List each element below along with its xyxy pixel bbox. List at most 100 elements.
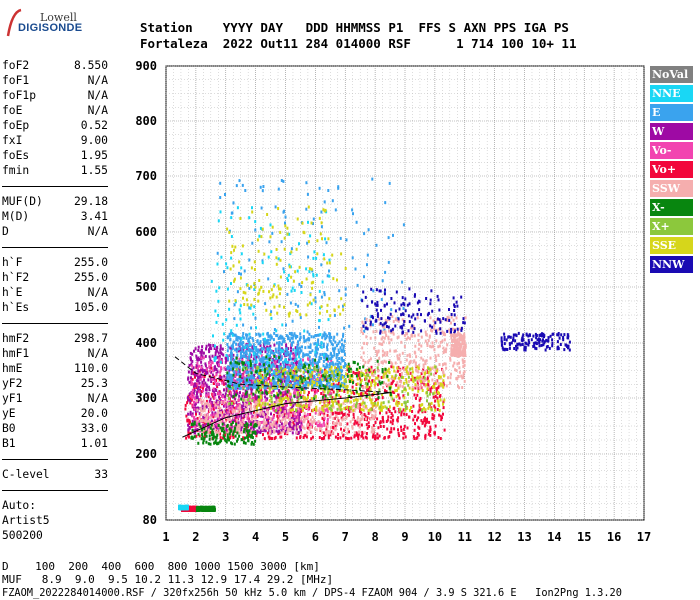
trace-point: [190, 362, 193, 366]
trace-point: [269, 422, 272, 426]
trace-point: [334, 366, 337, 370]
trace-point: [343, 389, 346, 393]
trace-point: [238, 434, 241, 438]
trace-point: [203, 378, 205, 382]
trace-point: [287, 378, 290, 382]
trace-point: [351, 418, 354, 421]
trace-point: [338, 393, 340, 397]
trace-point: [297, 342, 300, 346]
trace-point: [228, 332, 231, 336]
trace-point: [409, 359, 412, 363]
trace-point: [246, 384, 249, 388]
trace-point: [318, 377, 321, 380]
trace-point: [314, 346, 317, 350]
trace-point: [294, 349, 297, 353]
trace-point: [437, 327, 440, 331]
trace-point: [323, 200, 326, 204]
trace-point: [281, 336, 284, 340]
trace-point: [197, 369, 200, 373]
trace-point: [320, 295, 323, 299]
trace-point: [240, 397, 243, 401]
trace-point: [382, 375, 385, 379]
trace-point: [203, 413, 206, 417]
trace-point: [320, 210, 323, 214]
trace-point: [374, 421, 377, 424]
trace-point: [397, 393, 400, 397]
trace-point: [319, 232, 322, 236]
trace-point: [225, 389, 228, 393]
trace-point: [381, 396, 384, 400]
trace-point: [398, 368, 401, 372]
trace-point: [309, 343, 312, 347]
trace-point: [260, 376, 263, 380]
trace-point: [309, 413, 312, 416]
trace-point: [233, 277, 236, 281]
trace-point: [201, 434, 204, 438]
trace-point: [311, 435, 314, 439]
trace-point: [327, 433, 330, 437]
trace-point: [419, 404, 422, 407]
trace-point: [347, 408, 350, 412]
trace-point: [240, 337, 243, 341]
trace-point: [190, 391, 193, 395]
trace-point: [246, 425, 249, 429]
trace-point: [383, 351, 386, 355]
trace-point: [205, 367, 208, 371]
param-value: 20.0: [80, 407, 108, 420]
trace-point: [219, 344, 222, 348]
trace-point: [370, 430, 373, 434]
trace-point: [278, 356, 281, 360]
trace-point: [279, 435, 282, 439]
trace-point: [342, 434, 345, 438]
trace-point: [202, 399, 205, 403]
trace-point: [405, 337, 408, 341]
trace-point: [289, 420, 292, 424]
trace-point: [277, 381, 280, 385]
param-label: M(D): [2, 210, 30, 223]
trace-point: [206, 385, 209, 389]
trace-point: [295, 384, 298, 388]
trace-point: [343, 339, 346, 343]
trace-point: [463, 363, 466, 367]
trace-point: [351, 405, 354, 408]
trace-point: [276, 398, 279, 402]
trace-point: [376, 359, 379, 363]
trace-point: [413, 334, 416, 338]
trace-point: [262, 428, 265, 432]
trace-point: [348, 394, 351, 398]
trace-point: [438, 391, 440, 395]
trace-point: [394, 349, 397, 353]
trace-point: [326, 334, 328, 338]
trace-point: [386, 427, 389, 431]
trace-point: [409, 408, 411, 412]
trace-point: [339, 406, 342, 410]
trace-point: [388, 359, 391, 362]
trace-point: [266, 345, 269, 349]
trace-point: [414, 386, 417, 390]
trace-point: [218, 358, 221, 362]
trace-point: [362, 351, 365, 355]
trace-point: [245, 370, 248, 374]
trace-point: [258, 288, 261, 292]
trace-point: [419, 386, 422, 390]
trace-point: [280, 240, 283, 244]
trace-point: [269, 338, 272, 342]
trace-point: [434, 382, 437, 386]
trace-point: [336, 344, 338, 348]
trace-point: [234, 409, 237, 413]
trace-point: [216, 251, 219, 255]
trace-point: [239, 356, 242, 359]
trace-point: [287, 360, 290, 364]
trace-point: [317, 340, 320, 344]
trace-point: [211, 412, 214, 416]
trace-point: [435, 359, 438, 362]
trace-point: [298, 360, 301, 364]
trace-point: [203, 421, 206, 425]
trace-point: [240, 413, 243, 417]
trace-point: [199, 425, 202, 429]
trace-point: [365, 317, 368, 321]
trace-point: [266, 368, 269, 372]
trace-point: [232, 388, 235, 392]
trace-point: [333, 369, 336, 373]
trace-point: [187, 370, 190, 374]
